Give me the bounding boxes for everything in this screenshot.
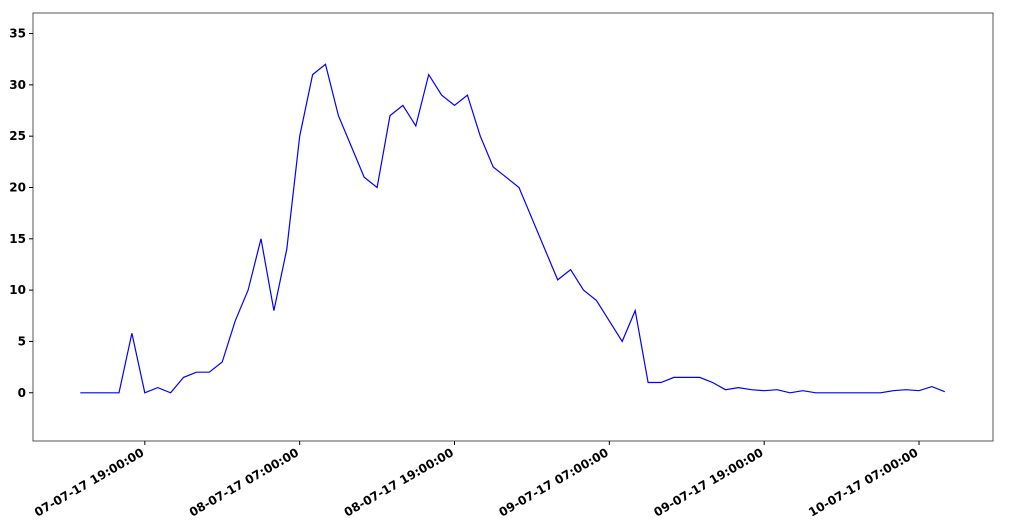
x-tick-label: 08-07-17 19:00:00 bbox=[342, 445, 456, 519]
y-tick-label: 0 bbox=[18, 386, 26, 400]
x-tick-label: 09-07-17 07:00:00 bbox=[497, 445, 611, 519]
x-tick-label: 07-07-17 19:00:00 bbox=[32, 445, 146, 519]
y-tick-label: 20 bbox=[9, 180, 26, 194]
x-tick-label: 10-07-17 07:00:00 bbox=[806, 445, 920, 519]
y-tick-label: 5 bbox=[18, 334, 26, 348]
data-line bbox=[80, 63, 946, 394]
y-tick-label: 10 bbox=[9, 283, 26, 297]
x-tick-label: 08-07-17 07:00:00 bbox=[187, 445, 301, 519]
x-tick-label: 09-07-17 19:00:00 bbox=[651, 445, 765, 519]
y-tick-label: 35 bbox=[9, 27, 26, 41]
y-tick-label: 30 bbox=[9, 78, 26, 92]
y-tick-label: 25 bbox=[9, 129, 26, 143]
plot-frame bbox=[32, 12, 994, 442]
y-tick-label: 15 bbox=[9, 232, 26, 246]
